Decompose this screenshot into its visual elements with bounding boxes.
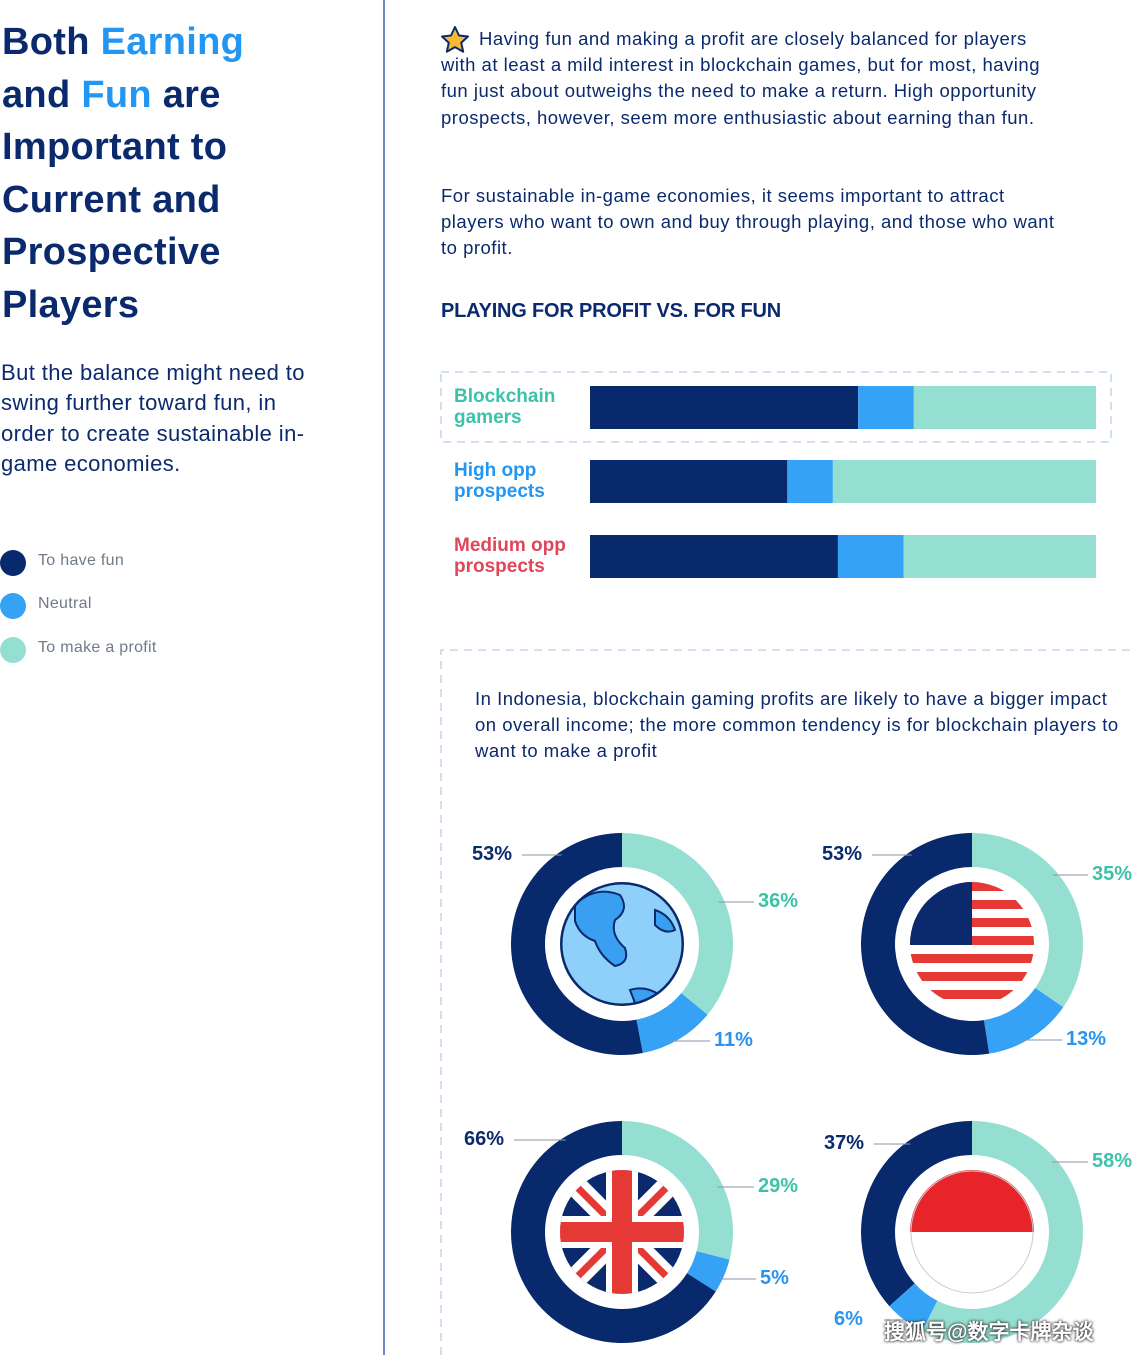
- title-part: Both: [2, 21, 101, 63]
- paragraph: For sustainable in-game economies, it se…: [441, 185, 1055, 259]
- legend-label: To make a profit: [38, 639, 157, 656]
- legend-swatch: [0, 593, 26, 619]
- chart-title: PLAYING FOR PROFIT VS. FOR FUN: [441, 300, 781, 322]
- subtitle: But the balance might need to swing furt…: [1, 360, 305, 476]
- donut-segment: [636, 993, 708, 1054]
- category-label: High opp prospects: [454, 460, 545, 502]
- data-label: 36%: [758, 890, 799, 912]
- category-label: Medium opp prospects: [454, 535, 566, 577]
- bar-segment: [590, 386, 859, 429]
- category-label: Blockchain gamers: [454, 386, 556, 428]
- title-part: are Important to Current and Prospective…: [2, 73, 228, 326]
- data-label: 6%: [834, 1308, 863, 1330]
- donut-segment: [622, 833, 733, 1015]
- title-part: and: [2, 73, 82, 116]
- data-label: 13%: [1066, 1028, 1107, 1050]
- data-label: 29%: [758, 1175, 799, 1197]
- title-part: Earning: [100, 21, 245, 63]
- donut-segment: [889, 1283, 938, 1332]
- donut-segment: [511, 833, 643, 1055]
- donut-segment: [983, 987, 1064, 1054]
- legend-label: Neutral: [38, 595, 92, 612]
- donut-segment: [861, 1121, 972, 1307]
- paragraph: Having fun and making a profit are close…: [441, 28, 1040, 128]
- data-label: 53%: [822, 843, 863, 865]
- section-box: [440, 649, 1134, 1355]
- bar-segment: [858, 386, 914, 429]
- donut-segment: [511, 1121, 716, 1343]
- uk-flag-icon: [560, 1170, 684, 1294]
- indonesia-flag-icon: [910, 1170, 1034, 1294]
- donut-segment: [922, 1121, 1084, 1344]
- legend-swatch: [0, 637, 26, 663]
- star-icon: [441, 26, 469, 53]
- title: Both Earning and Fun are Important to Cu…: [2, 16, 302, 331]
- globe-icon: [560, 882, 684, 1006]
- donut-segment: [622, 1121, 734, 1260]
- donut-segment: [861, 833, 990, 1055]
- data-label: 35%: [1092, 863, 1133, 885]
- usa-flag-icon: [910, 882, 1034, 1006]
- bar-segment: [590, 460, 788, 503]
- data-label: 53%: [472, 843, 513, 865]
- bar-segment: [832, 460, 1096, 503]
- bar-segment: [787, 460, 833, 503]
- note: In Indonesia, blockchain gaming profits …: [475, 688, 1119, 762]
- title-part: Fun: [81, 73, 152, 116]
- bar-segment: [913, 386, 1096, 429]
- data-label: 66%: [464, 1128, 505, 1150]
- bar-segment: [903, 535, 1096, 578]
- data-label: 5%: [760, 1267, 789, 1289]
- watermark: 搜狐号@数字卡牌杂谈: [884, 1321, 1094, 1344]
- data-label: 58%: [1092, 1150, 1133, 1172]
- data-label: 11%: [714, 1029, 753, 1051]
- bar-segment: [837, 535, 904, 578]
- legend-label: To have fun: [38, 552, 125, 569]
- donut-segment: [687, 1251, 730, 1292]
- bar-segment: [590, 535, 838, 578]
- donut-segment: [972, 833, 1083, 1008]
- legend-swatch: [0, 550, 26, 576]
- data-label: 37%: [824, 1132, 865, 1154]
- highlight-box: [440, 371, 1112, 443]
